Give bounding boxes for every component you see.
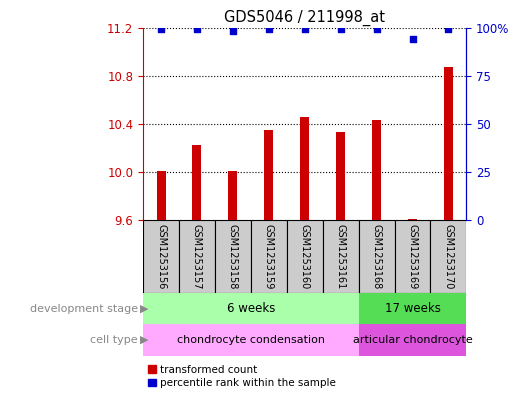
Text: GSM1253168: GSM1253168 <box>372 224 382 289</box>
Bar <box>143 293 359 324</box>
Text: articular chondrocyte: articular chondrocyte <box>352 335 472 345</box>
Text: cell type: cell type <box>90 335 138 345</box>
Bar <box>408 219 417 220</box>
FancyBboxPatch shape <box>215 220 251 293</box>
Bar <box>192 145 201 220</box>
Bar <box>156 171 165 220</box>
Bar <box>359 324 466 356</box>
Bar <box>359 293 466 324</box>
FancyBboxPatch shape <box>430 220 466 293</box>
Text: GSM1253160: GSM1253160 <box>300 224 310 289</box>
Bar <box>143 324 359 356</box>
Point <box>337 26 345 33</box>
Text: GSM1253161: GSM1253161 <box>335 224 346 289</box>
Text: GSM1253170: GSM1253170 <box>444 224 454 289</box>
Text: ▶: ▶ <box>140 303 149 314</box>
FancyBboxPatch shape <box>287 220 323 293</box>
Bar <box>228 171 237 220</box>
FancyBboxPatch shape <box>251 220 287 293</box>
Legend: transformed count, percentile rank within the sample: transformed count, percentile rank withi… <box>148 365 335 388</box>
Text: chondrocyte condensation: chondrocyte condensation <box>177 335 325 345</box>
Text: GSM1253156: GSM1253156 <box>156 224 166 289</box>
Title: GDS5046 / 211998_at: GDS5046 / 211998_at <box>224 10 385 26</box>
FancyBboxPatch shape <box>359 220 394 293</box>
Point <box>373 26 381 33</box>
Point <box>264 26 273 33</box>
Point <box>193 26 201 33</box>
Bar <box>372 120 381 220</box>
Point <box>301 26 309 33</box>
Text: 6 weeks: 6 weeks <box>227 302 275 315</box>
Bar <box>444 67 453 220</box>
Text: GSM1253157: GSM1253157 <box>192 224 202 289</box>
Text: 17 weeks: 17 weeks <box>385 302 440 315</box>
Point <box>228 28 237 35</box>
Text: GSM1253158: GSM1253158 <box>228 224 238 289</box>
Bar <box>301 117 309 220</box>
Text: development stage: development stage <box>30 303 138 314</box>
Text: GSM1253169: GSM1253169 <box>408 224 418 289</box>
Bar <box>336 132 345 220</box>
Text: ▶: ▶ <box>140 335 149 345</box>
FancyBboxPatch shape <box>179 220 215 293</box>
FancyBboxPatch shape <box>394 220 430 293</box>
Point <box>408 36 417 42</box>
FancyBboxPatch shape <box>143 220 179 293</box>
Point <box>444 26 453 33</box>
Point <box>157 26 165 33</box>
Bar <box>264 130 273 220</box>
FancyBboxPatch shape <box>323 220 359 293</box>
Text: GSM1253159: GSM1253159 <box>264 224 274 289</box>
